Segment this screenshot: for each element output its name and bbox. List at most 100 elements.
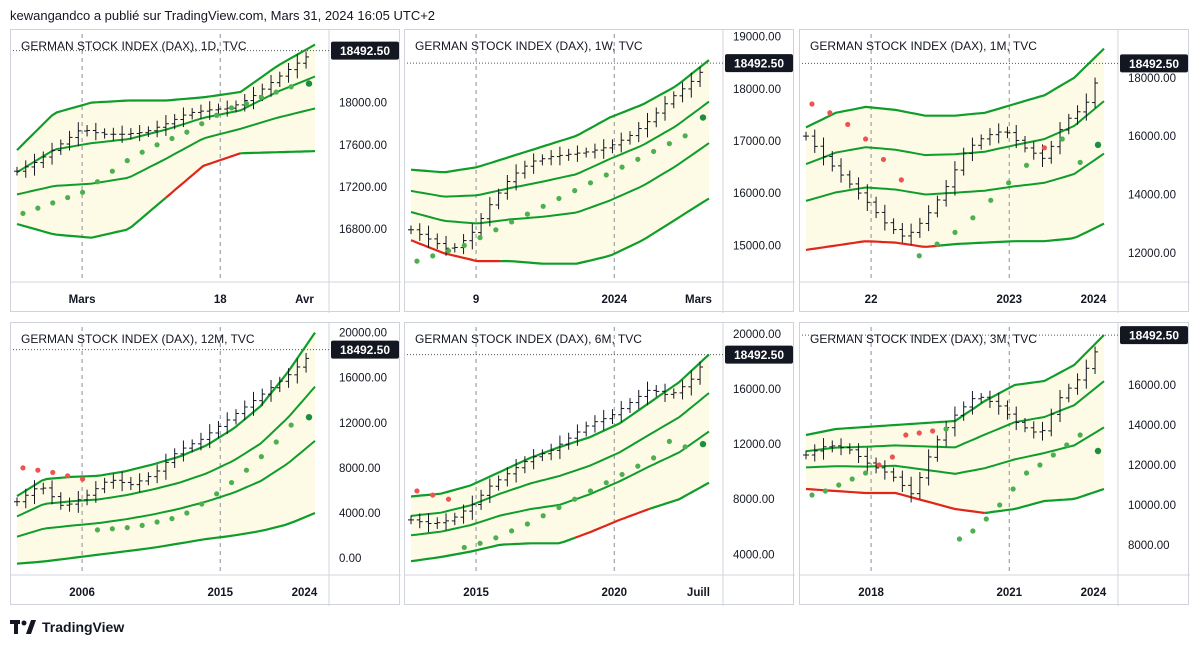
ohlc-bar bbox=[460, 504, 467, 524]
psar-dot bbox=[1064, 442, 1070, 448]
ohlc-bar bbox=[556, 435, 563, 460]
upper-band-line bbox=[410, 59, 710, 174]
psar-dot bbox=[169, 516, 175, 522]
chart-title: GERMAN STOCK INDEX (DAX), 1M, TVC bbox=[810, 39, 1037, 53]
chart-panel-1m[interactable]: 18492.50 12000.00 14000.00 16000.00 18000.00… bbox=[799, 29, 1190, 313]
ohlc-bar bbox=[864, 184, 871, 212]
psar-dot bbox=[1037, 462, 1043, 468]
x-tick-label: Juill bbox=[687, 587, 710, 599]
psar-dot bbox=[199, 121, 205, 127]
ohlc-bar bbox=[285, 62, 292, 83]
ohlc-bar bbox=[1039, 421, 1046, 441]
middle-upper-line bbox=[805, 100, 1105, 166]
psar-dot bbox=[666, 141, 672, 147]
psar-dot bbox=[414, 258, 420, 264]
chart-3m[interactable]: 18492.50 8000.00 10000.00 12000.00 14000.00 1… bbox=[800, 323, 1190, 606]
chart-1d[interactable]: 18492.50 16800.00 17200.00 17600.00 18000.00… bbox=[11, 30, 401, 313]
psar-dot bbox=[635, 463, 641, 469]
ohlc-bar bbox=[521, 456, 528, 474]
chart-panel-3m[interactable]: 18492.50 8000.00 10000.00 12000.00 14000.00 1… bbox=[799, 322, 1190, 606]
y-tick-label: 12000.00 bbox=[339, 418, 387, 430]
ohlc-bar bbox=[600, 139, 607, 159]
psar-dot bbox=[461, 242, 467, 249]
ohlc-bar bbox=[1021, 135, 1028, 153]
ohlc-bar bbox=[469, 495, 476, 520]
chart-1w[interactable]: 18492.50 15000.00 16000.00 17000.00 18000.00… bbox=[405, 30, 795, 313]
ohlc-bar bbox=[653, 385, 660, 397]
middle-lower-line bbox=[410, 142, 710, 225]
ohlc-bar bbox=[180, 440, 187, 462]
chart-panel-1d[interactable]: 18492.50 16800.00 17200.00 17600.00 18000.00… bbox=[10, 29, 401, 313]
chart-panel-1w[interactable]: 18492.50 15000.00 16000.00 17000.00 18000.00… bbox=[404, 29, 795, 313]
ohlc-bar bbox=[811, 444, 818, 462]
lower-band-green bbox=[240, 150, 316, 155]
psar-dot bbox=[809, 101, 815, 107]
psar-dot bbox=[619, 164, 625, 170]
chart-6m[interactable]: 18492.50 4000.00 8000.00 12000.00 16000.00 20… bbox=[405, 323, 795, 606]
chart-panel-6m[interactable]: 18492.50 4000.00 8000.00 12000.00 16000.00 20… bbox=[404, 322, 795, 606]
ohlc-bar bbox=[416, 223, 423, 241]
envelope-fill bbox=[806, 48, 1104, 250]
psar-dot bbox=[430, 253, 436, 259]
ohlc-bar bbox=[530, 153, 537, 174]
ohlc-bar bbox=[635, 389, 642, 410]
psar-current-marker bbox=[1094, 447, 1102, 455]
last-price-label-bg bbox=[725, 345, 793, 364]
ohlc-bar bbox=[303, 352, 310, 373]
chart-panel-12m[interactable]: 18492.50 0.00 4000.00 8000.00 12000.00 16000.… bbox=[10, 322, 401, 606]
ohlc-bar bbox=[908, 223, 915, 245]
psar-dot bbox=[430, 492, 436, 498]
ohlc-bar bbox=[425, 512, 432, 533]
tradingview-logo[interactable]: TradingView bbox=[10, 619, 124, 635]
ohlc-bar bbox=[197, 104, 204, 119]
ohlc-bar bbox=[925, 205, 932, 232]
y-tick-label: 18000.00 bbox=[1128, 73, 1176, 85]
psar-dot bbox=[956, 536, 963, 542]
psar-dot bbox=[863, 470, 869, 476]
psar-dot bbox=[970, 215, 976, 221]
ohlc-bar bbox=[14, 166, 20, 176]
ohlc-bar bbox=[31, 153, 38, 176]
ohlc-bar bbox=[899, 470, 906, 493]
ohlc-bar bbox=[978, 134, 985, 150]
psar-dot bbox=[635, 156, 641, 162]
psar-dot bbox=[666, 438, 672, 444]
psar-dot bbox=[916, 430, 922, 436]
psar-dot bbox=[79, 476, 86, 482]
ohlc-bar bbox=[40, 151, 47, 169]
ohlc-bar bbox=[416, 513, 423, 529]
psar-dot bbox=[1010, 486, 1016, 492]
chart-1m[interactable]: 18492.50 12000.00 14000.00 16000.00 18000.00… bbox=[800, 30, 1190, 313]
psar-dot bbox=[1059, 136, 1065, 142]
ohlc-bar bbox=[899, 222, 906, 243]
ohlc-bar bbox=[451, 512, 458, 526]
psar-dot bbox=[651, 455, 657, 461]
ohlc-bar bbox=[66, 130, 73, 151]
middle-lower-line bbox=[16, 440, 316, 538]
y-tick-label: 0.00 bbox=[339, 553, 361, 565]
ohlc-bar bbox=[145, 126, 152, 138]
ohlc-bar bbox=[22, 488, 29, 509]
y-tick-label: 10000.00 bbox=[1128, 500, 1176, 512]
ohlc-bar bbox=[495, 475, 502, 491]
ohlc-bar bbox=[951, 161, 958, 196]
ohlc-bar bbox=[478, 213, 485, 239]
ohlc-bar bbox=[84, 489, 91, 506]
lower-band-red bbox=[410, 239, 501, 263]
ohlc-bar bbox=[670, 388, 677, 399]
psar-dot bbox=[845, 121, 851, 128]
psar-dot bbox=[827, 110, 833, 116]
chart-12m[interactable]: 18492.50 0.00 4000.00 8000.00 12000.00 16000.… bbox=[11, 323, 401, 606]
ohlc-bar bbox=[679, 82, 686, 103]
psar-dot bbox=[414, 488, 420, 494]
ohlc-bar bbox=[92, 481, 99, 503]
y-tick-label: 16000.00 bbox=[339, 373, 387, 385]
ohlc-bar bbox=[591, 143, 598, 159]
psar-dot bbox=[880, 156, 887, 163]
psar-dot bbox=[258, 454, 264, 460]
y-tick-label: 14000.00 bbox=[1128, 189, 1176, 201]
y-tick-label: 8000.00 bbox=[1128, 540, 1170, 552]
psar-dot bbox=[184, 510, 190, 516]
psar-dot bbox=[997, 502, 1003, 508]
ohlc-bar bbox=[171, 113, 178, 130]
